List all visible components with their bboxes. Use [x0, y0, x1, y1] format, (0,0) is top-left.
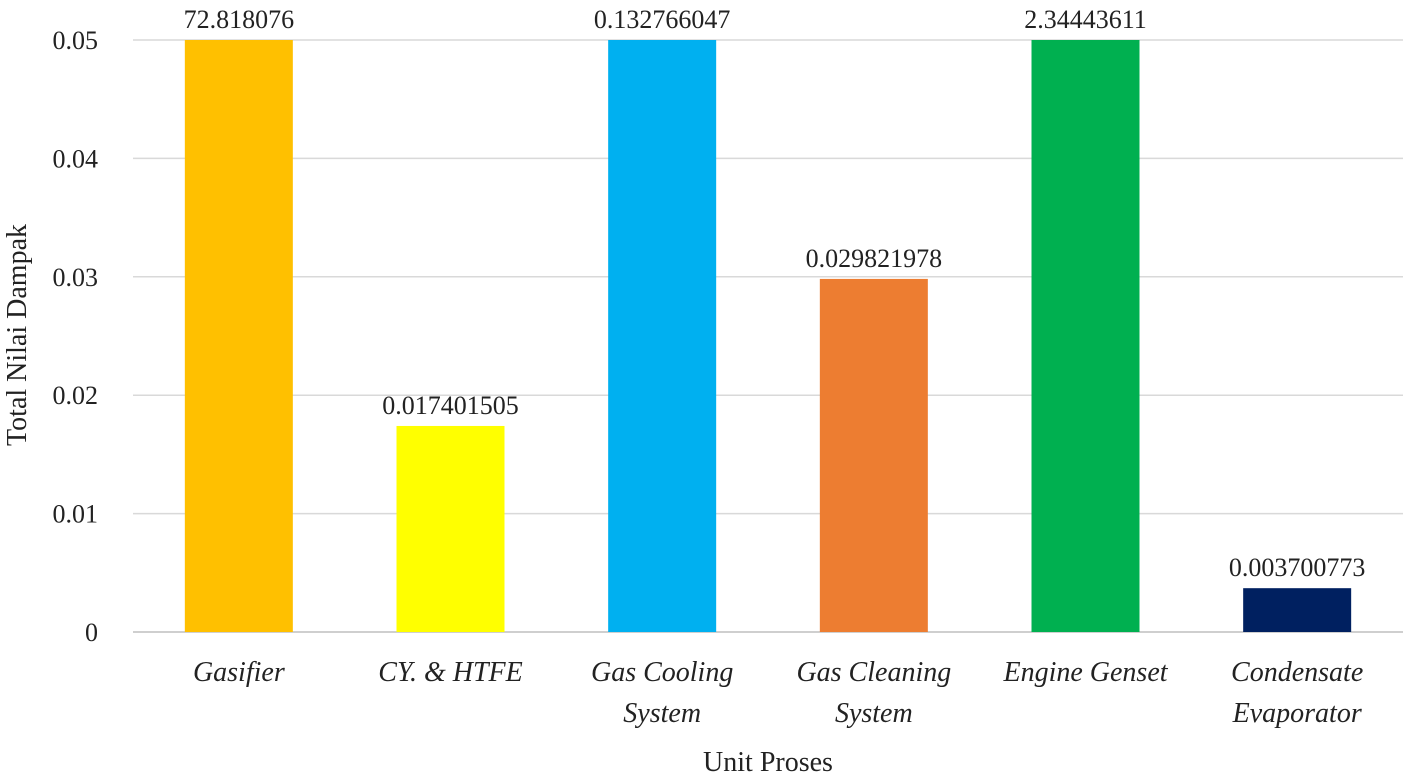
category-label: Gas Cooling System — [591, 657, 733, 729]
y-tick-label: 0.02 — [53, 381, 99, 410]
y-tick-label: 0.01 — [53, 500, 99, 529]
y-axis-ticks: 0 0.01 0.02 0.03 0.04 0.05 — [53, 26, 99, 647]
data-labels: 72.818076 0.017401505 0.132766047 0.0298219… — [184, 5, 1366, 582]
data-label: 72.818076 — [184, 5, 295, 34]
y-tick-label: 0 — [85, 618, 98, 647]
x-axis-title: Unit Proses — [703, 747, 833, 778]
x-axis-categories: Gasifier CY. & HTFE Gas Cooling System Gas C… — [193, 657, 1363, 729]
data-label: 0.132766047 — [594, 5, 731, 34]
category-label: Engine Genset — [1002, 657, 1168, 688]
data-label: 0.003700773 — [1229, 553, 1366, 582]
data-label: 0.029821978 — [806, 244, 943, 273]
bar — [1031, 40, 1140, 632]
y-tick-label: 0.05 — [53, 26, 99, 55]
category-label: Gasifier — [193, 657, 285, 688]
y-tick-label: 0.04 — [53, 144, 99, 173]
y-tick-label: 0.03 — [53, 263, 99, 292]
data-label: 2.34443611 — [1024, 5, 1147, 34]
y-axis-title: Total Nilai Dampak — [2, 224, 33, 446]
bars — [184, 40, 1352, 632]
category-label: CY. & HTFE — [378, 657, 522, 688]
bar — [396, 425, 505, 632]
data-label: 0.017401505 — [382, 391, 519, 420]
category-label: Condensate Evaporator — [1231, 657, 1363, 729]
bar — [1243, 588, 1352, 632]
category-label: Gas Cleaning System — [796, 657, 951, 729]
bar — [819, 278, 928, 632]
bar — [608, 40, 717, 632]
gridlines — [133, 39, 1403, 633]
bar — [184, 40, 293, 632]
